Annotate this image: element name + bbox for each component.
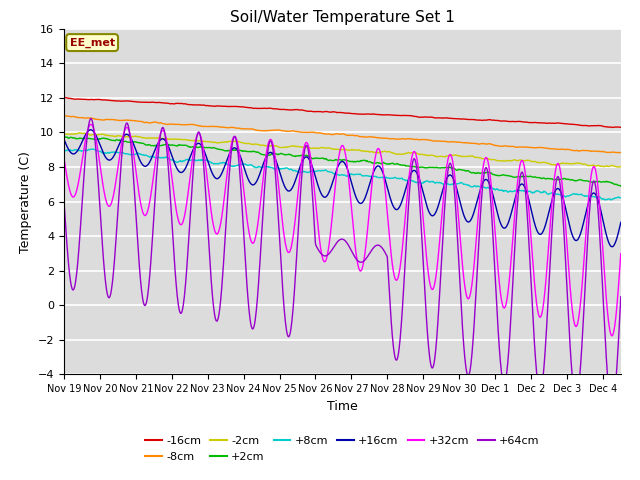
+2cm: [286, 152, 294, 158]
+32cm: [443, 162, 451, 168]
Line: +2cm: +2cm: [64, 137, 621, 186]
-8cm: [505, 144, 513, 149]
+2cm: [495, 173, 502, 179]
-8cm: [62, 113, 70, 119]
-2cm: [617, 164, 625, 169]
+64cm: [87, 116, 95, 121]
+64cm: [286, 332, 294, 338]
+32cm: [87, 121, 95, 127]
+2cm: [62, 134, 70, 140]
+2cm: [60, 134, 68, 140]
+8cm: [306, 169, 314, 175]
-2cm: [76, 130, 83, 136]
+32cm: [608, 333, 616, 339]
+64cm: [505, 348, 513, 353]
+64cm: [443, 177, 451, 182]
+64cm: [60, 199, 68, 204]
+8cm: [505, 189, 513, 195]
+64cm: [306, 159, 314, 165]
+16cm: [443, 175, 451, 181]
Line: -8cm: -8cm: [64, 116, 621, 153]
Line: +32cm: +32cm: [64, 124, 621, 336]
-8cm: [616, 150, 623, 156]
+16cm: [60, 136, 68, 142]
-2cm: [505, 158, 513, 164]
+64cm: [617, 294, 625, 300]
-8cm: [306, 130, 314, 135]
-2cm: [306, 145, 314, 151]
+8cm: [88, 146, 96, 152]
Line: +16cm: +16cm: [64, 130, 621, 247]
X-axis label: Time: Time: [327, 400, 358, 413]
-16cm: [617, 124, 625, 130]
+8cm: [118, 150, 125, 156]
Line: +64cm: +64cm: [64, 119, 621, 407]
+8cm: [617, 195, 625, 201]
+2cm: [617, 183, 625, 189]
+16cm: [495, 215, 502, 221]
-16cm: [117, 98, 125, 104]
+2cm: [443, 165, 451, 170]
-8cm: [495, 143, 502, 149]
+64cm: [608, 404, 616, 410]
Legend: -16cm, -8cm, -2cm, +2cm, +8cm, +16cm, +32cm, +64cm: -16cm, -8cm, -2cm, +2cm, +8cm, +16cm, +3…: [141, 432, 544, 466]
-8cm: [118, 118, 125, 123]
+16cm: [118, 137, 125, 143]
-2cm: [614, 164, 622, 170]
+64cm: [118, 157, 125, 163]
Title: Soil/Water Temperature Set 1: Soil/Water Temperature Set 1: [230, 10, 455, 25]
-2cm: [443, 153, 451, 159]
-2cm: [118, 133, 125, 139]
-8cm: [443, 139, 451, 144]
Text: EE_met: EE_met: [70, 37, 115, 48]
-8cm: [617, 150, 625, 156]
Line: +8cm: +8cm: [64, 149, 621, 200]
+8cm: [602, 197, 609, 203]
-8cm: [286, 128, 294, 134]
-2cm: [495, 158, 502, 164]
-2cm: [286, 144, 294, 149]
Line: -2cm: -2cm: [64, 133, 621, 167]
-16cm: [504, 119, 512, 124]
-16cm: [60, 95, 68, 100]
+16cm: [87, 127, 95, 132]
-16cm: [285, 107, 293, 113]
+2cm: [118, 138, 125, 144]
+8cm: [495, 187, 502, 193]
+32cm: [286, 249, 294, 254]
+2cm: [505, 173, 513, 179]
+2cm: [306, 154, 314, 160]
+32cm: [505, 282, 513, 288]
+16cm: [286, 188, 294, 194]
+8cm: [60, 147, 68, 153]
-16cm: [494, 118, 502, 123]
Line: -16cm: -16cm: [64, 97, 621, 127]
-16cm: [305, 108, 313, 114]
+32cm: [60, 156, 68, 161]
-16cm: [442, 115, 450, 121]
Y-axis label: Temperature (C): Temperature (C): [19, 151, 32, 252]
+64cm: [495, 336, 502, 342]
+8cm: [286, 167, 294, 172]
+16cm: [306, 157, 314, 163]
+32cm: [617, 251, 625, 256]
+16cm: [608, 244, 616, 250]
-16cm: [609, 124, 617, 130]
+32cm: [118, 142, 125, 147]
-2cm: [60, 131, 68, 136]
+16cm: [505, 218, 513, 224]
+32cm: [495, 274, 502, 280]
+8cm: [443, 181, 451, 187]
-8cm: [60, 113, 68, 119]
+16cm: [617, 219, 625, 225]
+32cm: [306, 149, 314, 155]
